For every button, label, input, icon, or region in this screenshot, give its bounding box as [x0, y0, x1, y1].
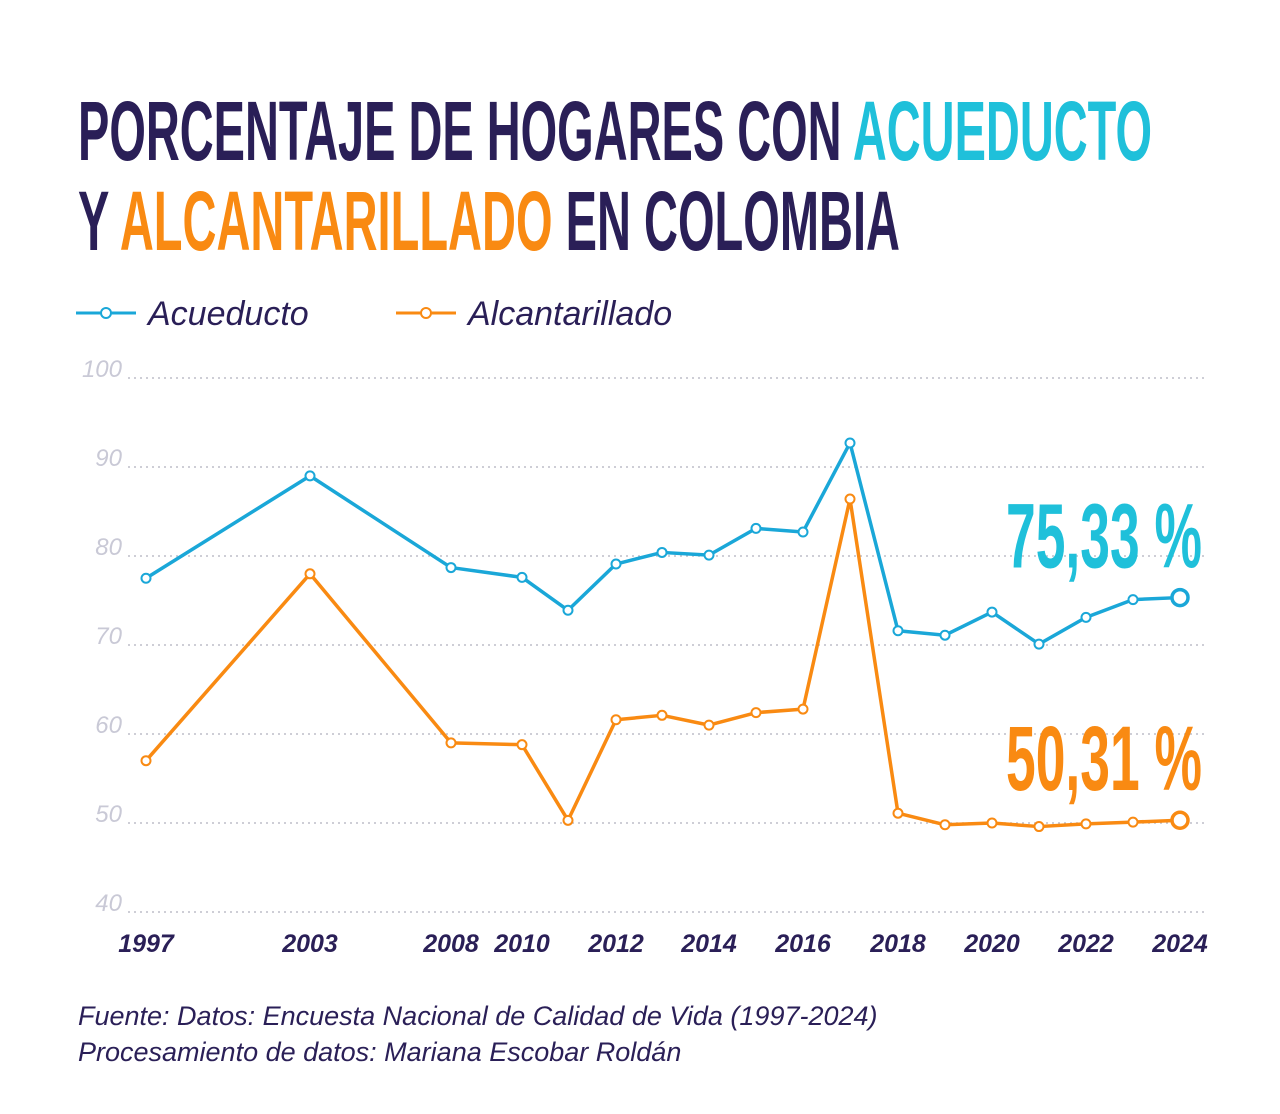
title-part: ACUEDUCTO — [853, 84, 1152, 178]
data-point — [939, 629, 951, 641]
data-point — [656, 709, 668, 721]
data-point — [892, 807, 904, 819]
x-tick-label: 2022 — [1057, 930, 1114, 958]
y-tick-label: 70 — [95, 623, 122, 650]
data-point — [750, 522, 762, 534]
source-note: Fuente: Datos: Encuesta Nacional de Cali… — [78, 1001, 878, 1031]
data-point — [797, 703, 809, 715]
data-point — [986, 606, 998, 618]
data-point — [445, 737, 457, 749]
data-point — [939, 819, 951, 831]
data-point — [844, 437, 856, 449]
legend-marker — [100, 307, 112, 319]
data-point — [656, 546, 668, 558]
data-point — [516, 739, 528, 751]
series-line — [144, 497, 1181, 829]
data-point — [445, 562, 457, 574]
legend-marker — [420, 307, 432, 319]
data-point — [304, 470, 316, 482]
x-tick-label: 2014 — [680, 930, 737, 958]
title-part: EN COLOMBIA — [553, 174, 900, 268]
data-point — [1033, 638, 1045, 650]
x-tick-label: 2016 — [774, 930, 832, 958]
data-point — [610, 558, 622, 570]
value-label: 75,33 % — [1006, 486, 1202, 588]
data-point — [1033, 821, 1045, 833]
legend-label: Alcantarillado — [466, 295, 672, 333]
data-point — [986, 817, 998, 829]
data-point — [1170, 587, 1190, 608]
data-point — [1080, 611, 1092, 623]
title-part: Y — [78, 174, 120, 268]
title-part: ALCANTARILLADO — [120, 174, 553, 268]
data-point — [1080, 818, 1092, 830]
x-tick-label: 2010 — [493, 930, 550, 958]
chart-title: Y ALCANTARILLADO EN COLOMBIA — [78, 174, 900, 268]
data-point — [1170, 810, 1190, 830]
source-note: Procesamiento de datos: Mariana Escobar … — [78, 1037, 681, 1067]
y-tick-label: 50 — [95, 801, 122, 828]
data-point — [892, 625, 904, 637]
data-point — [703, 719, 715, 731]
data-point — [562, 814, 574, 826]
legend-label: Acueducto — [146, 295, 309, 333]
y-tick-label: 80 — [95, 534, 122, 561]
title-part: PORCENTAJE DE HOGARES CON — [78, 84, 853, 178]
data-point — [304, 568, 316, 580]
data-point — [797, 526, 809, 538]
data-point — [516, 571, 528, 583]
y-tick-label: 90 — [95, 445, 122, 472]
data-point — [1127, 816, 1139, 828]
data-point — [610, 714, 622, 726]
data-point — [750, 707, 762, 719]
x-tick-label: 1997 — [118, 930, 175, 958]
chart-title: PORCENTAJE DE HOGARES CON ACUEDUCTO — [78, 84, 1152, 178]
y-tick-label: 60 — [95, 712, 122, 739]
value-label: 50,31 % — [1006, 708, 1202, 810]
data-point — [1127, 594, 1139, 606]
x-tick-label: 2024 — [1151, 930, 1208, 958]
x-tick-label: 2003 — [281, 930, 338, 958]
series-line — [145, 441, 1181, 646]
data-point — [703, 549, 715, 561]
y-tick-label: 100 — [82, 356, 123, 383]
data-point — [562, 604, 574, 616]
data-point — [844, 493, 856, 505]
data-point — [140, 572, 152, 584]
data-point — [140, 755, 152, 767]
x-tick-label: 2018 — [869, 930, 926, 958]
x-tick-label: 2012 — [587, 930, 644, 958]
y-tick-label: 40 — [95, 890, 122, 917]
x-tick-label: 2008 — [422, 930, 479, 958]
x-tick-label: 2020 — [963, 930, 1020, 958]
